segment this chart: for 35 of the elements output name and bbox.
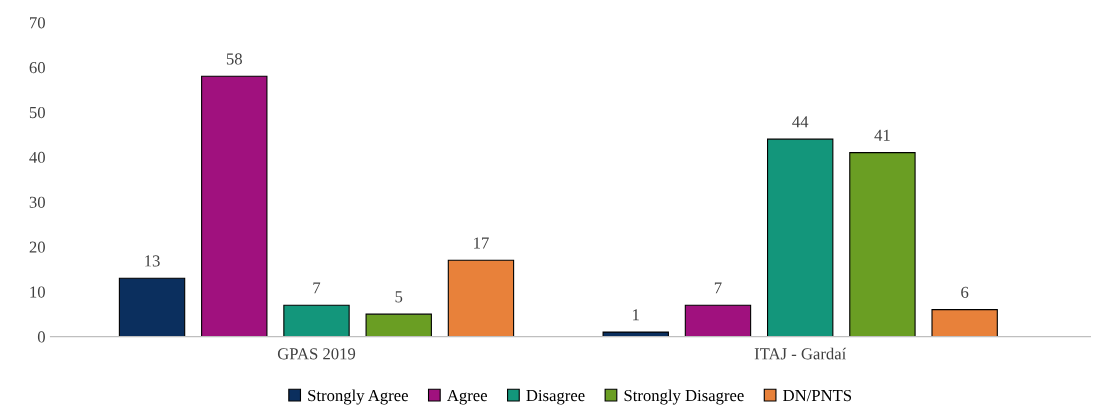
bar <box>602 331 669 337</box>
data-label: 13 <box>145 255 160 267</box>
data-label: 5 <box>395 291 403 303</box>
bar <box>766 138 834 337</box>
y-tick-label: 50 <box>29 106 45 119</box>
data-label: 7 <box>313 282 321 294</box>
legend-label: DN/PNTS <box>783 389 852 402</box>
data-label: 7 <box>714 282 722 294</box>
x-tick-label: GPAS 2019 <box>277 348 356 360</box>
data-label: 41 <box>874 129 890 141</box>
data-label: 17 <box>474 237 489 249</box>
data-label: 6 <box>961 286 969 298</box>
legend-label: Disagree <box>526 389 585 405</box>
data-label: 58 <box>226 53 242 65</box>
y-tick-label: 30 <box>29 196 45 208</box>
legend-label: Strongly Disagree <box>624 389 744 405</box>
legend-label: Agree <box>447 389 487 405</box>
legend-label: Strongly Agree <box>308 389 408 405</box>
y-tick-label: 0 <box>37 331 45 343</box>
x-tick-label: ITAJ - Gardaí <box>754 347 847 360</box>
data-label: 44 <box>792 116 809 128</box>
y-tick-label: 40 <box>29 151 45 164</box>
bar <box>118 277 186 337</box>
bar <box>849 152 916 337</box>
data-label: 1 <box>633 309 639 321</box>
bar <box>684 304 752 337</box>
bar <box>931 309 998 337</box>
y-tick-label: 60 <box>29 62 45 74</box>
y-tick-label: 70 <box>30 17 45 29</box>
y-tick-label: 10 <box>30 286 45 298</box>
y-tick-label: 20 <box>29 241 45 253</box>
bar <box>447 259 515 337</box>
bar <box>365 313 432 337</box>
bar <box>283 304 350 337</box>
bar <box>201 75 268 337</box>
